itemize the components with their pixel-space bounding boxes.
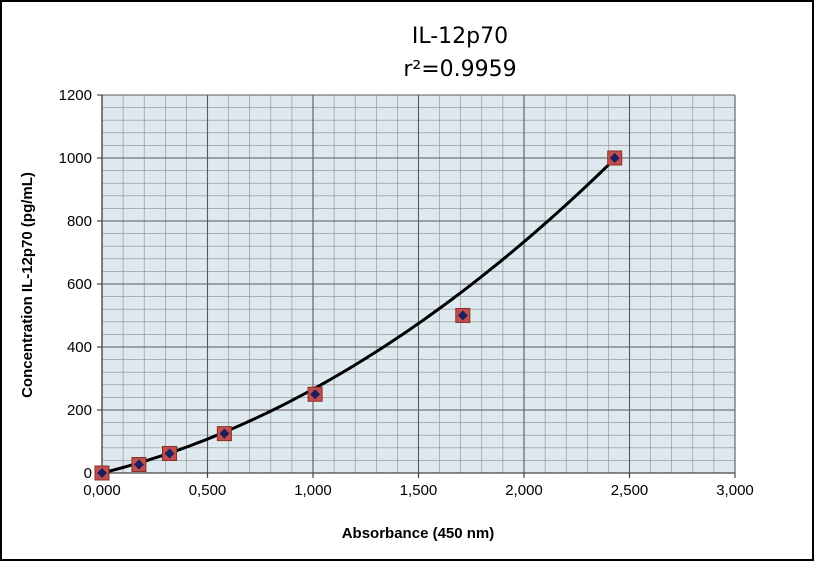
x-tick-label: 1,500 [400, 482, 438, 499]
diamond-marker [310, 389, 321, 400]
data-point [307, 386, 323, 402]
diamond-marker [164, 448, 175, 459]
y-axis-label: Concentration IL-12p70 (pg/mL) [19, 172, 36, 398]
data-point [131, 456, 147, 472]
y-tick-labels: 0 200 400 600 800 1000 1200 [59, 87, 92, 482]
data-point [607, 150, 623, 166]
x-tick-label: 3,000 [716, 482, 754, 499]
data-point [162, 445, 178, 461]
y-tick-label: 800 [67, 213, 92, 230]
data-point [455, 308, 471, 323]
x-tick-label: 1,000 [294, 482, 332, 499]
x-tick-label: 0,500 [189, 482, 227, 499]
x-tick-label: 2,500 [611, 482, 649, 499]
y-tick-label: 200 [67, 402, 92, 419]
data-point [216, 426, 232, 442]
fit-curve [101, 157, 616, 475]
y-tick-label: 600 [67, 276, 92, 293]
diamond-marker [457, 310, 468, 321]
y-tick-label: 400 [67, 339, 92, 356]
diamond-marker [219, 428, 230, 439]
diamond-marker [97, 468, 107, 478]
diamond-marker [133, 459, 144, 470]
chart-title: IL-12p70 [412, 24, 508, 49]
y-tick-label: 1200 [59, 87, 92, 104]
x-tick-label: 0,000 [83, 482, 121, 499]
data-point [94, 465, 110, 481]
x-axis-label: Absorbance (450 nm) [342, 525, 495, 542]
y-tick-label: 1000 [59, 150, 92, 167]
x-tick-labels: 0,000 0,500 1,000 1,500 2,000 2,500 3,000 [83, 482, 754, 499]
y-tick-label: 0 [84, 465, 92, 482]
major-gridlines [101, 94, 736, 474]
data-points [94, 150, 623, 481]
x-tick-label: 2,000 [505, 482, 543, 499]
diamond-marker [609, 153, 620, 163]
chart-subtitle: r²=0.9959 [403, 57, 516, 82]
